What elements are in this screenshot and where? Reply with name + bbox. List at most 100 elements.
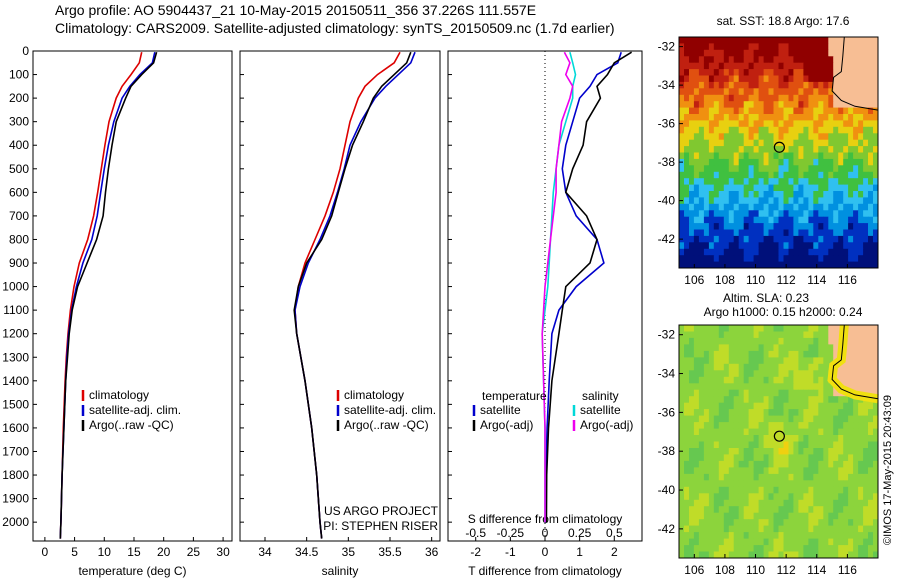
map-cell <box>873 532 879 539</box>
map-cell <box>738 460 745 468</box>
map-cell <box>718 486 725 494</box>
map-cell <box>768 242 774 250</box>
map-cell <box>803 49 809 57</box>
map-cell <box>873 370 879 378</box>
map-cell <box>693 43 700 51</box>
map-cell <box>713 203 720 211</box>
map-cell <box>833 261 839 269</box>
map-cell <box>738 350 745 358</box>
map-cell <box>693 428 700 436</box>
map-cell <box>743 133 750 141</box>
map-cell <box>783 383 789 391</box>
map-cell <box>758 56 764 64</box>
map-cell <box>738 146 745 153</box>
map-cell <box>753 235 759 243</box>
legend-label: satellite-adj. clim. <box>344 403 436 417</box>
map-cell <box>763 545 769 552</box>
map-cell <box>693 454 700 462</box>
map-cell <box>848 242 854 250</box>
map-cell <box>843 126 849 134</box>
map-cell <box>803 538 809 546</box>
map-cell <box>693 37 700 44</box>
map-cell <box>838 525 844 533</box>
map-cell <box>733 178 740 185</box>
map-cell <box>748 428 754 436</box>
map-cell <box>703 261 710 269</box>
map-cell <box>718 197 725 205</box>
map-cell <box>708 389 715 397</box>
map-cell <box>873 363 879 371</box>
map-cell <box>718 448 725 455</box>
map-cell <box>803 337 809 345</box>
y-tick-label: 1700 <box>2 444 29 458</box>
map-cell <box>758 545 764 552</box>
map-cell <box>758 126 764 134</box>
map-cell <box>748 191 754 198</box>
map-cell <box>848 114 854 121</box>
map-cell <box>753 493 759 501</box>
map-cell <box>778 197 784 205</box>
map-cell <box>848 69 854 76</box>
map-cell <box>723 191 730 198</box>
map-cell <box>813 178 819 185</box>
map-cell <box>788 480 794 488</box>
map-cell <box>818 261 824 269</box>
x-tick-label: 34 <box>258 545 272 559</box>
map-cell <box>679 344 685 352</box>
map-cell <box>768 493 774 501</box>
map-cell <box>723 88 730 96</box>
map-cell <box>748 248 754 256</box>
map-cell <box>798 325 804 332</box>
map-cell <box>858 422 864 429</box>
map-cell <box>679 101 685 108</box>
map-cell <box>708 75 715 83</box>
map-cell <box>823 370 829 378</box>
map-cell <box>828 506 834 514</box>
map-cell <box>703 409 710 416</box>
map-cell <box>873 210 879 218</box>
map-cell <box>693 197 700 205</box>
map-cell <box>718 114 725 121</box>
map-cell <box>718 37 725 44</box>
map-cell <box>813 350 819 358</box>
map-cell <box>698 184 705 192</box>
map-cell <box>778 525 784 533</box>
map-cell <box>828 191 834 198</box>
map-cell <box>853 197 859 205</box>
map-cell <box>833 146 839 153</box>
map-cell <box>783 37 789 44</box>
map-cell <box>788 158 794 166</box>
map-cell <box>708 506 715 514</box>
map-cell <box>723 158 730 166</box>
map-cell <box>713 120 720 128</box>
map-cell <box>693 94 700 102</box>
map-cell <box>763 460 769 468</box>
map-cell <box>753 506 759 514</box>
map-cell <box>808 37 814 44</box>
map-cell <box>808 81 814 89</box>
map-cell <box>773 357 779 365</box>
x-tick-label: 34.5 <box>295 545 319 559</box>
map-cell <box>798 525 804 533</box>
map-cell <box>748 506 754 514</box>
map-cell <box>693 473 700 481</box>
map-cell <box>858 165 864 173</box>
map-cell <box>723 139 730 147</box>
map-cell <box>793 37 799 44</box>
map-cell <box>698 499 705 507</box>
map-cell <box>693 525 700 533</box>
map-cell <box>873 49 879 57</box>
map-cell <box>858 133 864 141</box>
map-cell <box>738 337 745 345</box>
map-cell <box>848 49 854 57</box>
map-cell <box>838 49 844 57</box>
map-cell <box>808 519 814 527</box>
map-cell <box>788 422 794 429</box>
map-cell <box>868 81 874 89</box>
map-cell <box>778 152 784 160</box>
map-cell <box>723 210 730 218</box>
map-cell <box>823 191 829 198</box>
map-cell <box>743 402 750 410</box>
map-cell <box>803 396 809 404</box>
map-cell <box>853 56 859 64</box>
